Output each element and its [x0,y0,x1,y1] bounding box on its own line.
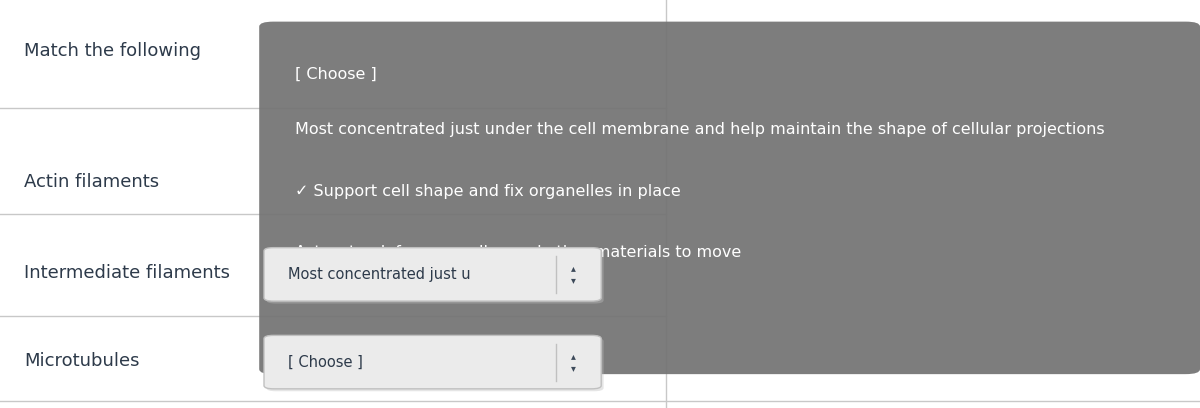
Text: ✓ Support cell shape and fix organelles in place: ✓ Support cell shape and fix organelles … [295,184,680,199]
Text: [ Choose ]: [ Choose ] [295,67,377,82]
Text: Intermediate filaments: Intermediate filaments [24,264,230,282]
FancyBboxPatch shape [264,335,601,389]
Text: Most concentrated just under the cell membrane and help maintain the shape of ce: Most concentrated just under the cell me… [295,122,1105,137]
Text: Most concentrated just u: Most concentrated just u [288,267,470,282]
Text: Actin filaments: Actin filaments [24,173,160,191]
FancyBboxPatch shape [264,248,601,301]
Text: ▾: ▾ [571,363,576,373]
FancyBboxPatch shape [266,338,604,391]
Text: Microtubules: Microtubules [24,352,139,370]
Text: ▴: ▴ [571,263,576,273]
Text: ▾: ▾ [571,275,576,286]
FancyBboxPatch shape [259,22,1200,374]
FancyBboxPatch shape [266,250,604,304]
Text: Act as track for organelles and other materials to move: Act as track for organelles and other ma… [295,245,742,260]
Text: [ Choose ]: [ Choose ] [288,355,362,370]
Text: ▴: ▴ [571,351,576,361]
Text: Match the following: Match the following [24,42,202,60]
